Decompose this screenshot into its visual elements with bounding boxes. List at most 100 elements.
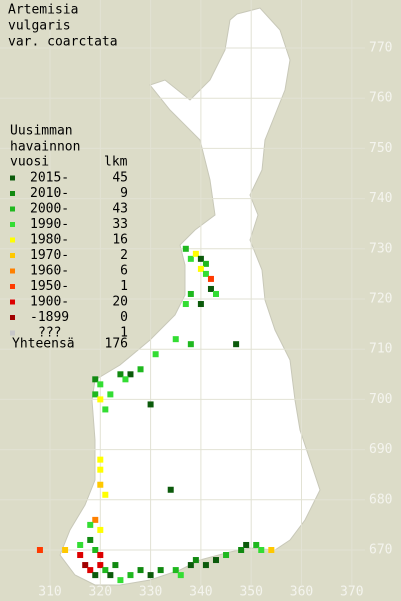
record-square (152, 351, 159, 358)
legend-label: 2015- (30, 171, 69, 186)
title-line: vulgaris (8, 19, 71, 34)
record-square (167, 486, 174, 493)
legend-label: 1970- (30, 248, 69, 263)
x-tick-label: 340 (189, 585, 212, 600)
legend-swatch (10, 237, 15, 243)
record-square (137, 366, 144, 373)
legend-label: 2000- (30, 202, 69, 217)
record-square (187, 255, 194, 262)
y-tick-label: 700 (369, 392, 392, 407)
legend-swatch (10, 268, 15, 274)
record-square (102, 491, 109, 498)
legend-count: 16 (112, 233, 128, 248)
record-square (97, 552, 104, 559)
record-square (112, 562, 119, 569)
record-square (258, 547, 265, 553)
legend-swatch (10, 284, 15, 289)
record-square (77, 541, 84, 548)
record-square (97, 396, 104, 403)
legend-swatch (10, 175, 15, 181)
record-square (212, 290, 219, 297)
record-square (147, 401, 154, 408)
record-square (92, 572, 99, 579)
record-square (117, 577, 124, 584)
record-square (107, 572, 114, 579)
legend-label: 1990- (30, 217, 69, 232)
record-square (87, 536, 94, 543)
legend-label: -1899 (30, 310, 69, 325)
record-square (127, 371, 134, 378)
record-square (102, 406, 109, 413)
record-square (92, 516, 99, 523)
record-square (223, 552, 230, 559)
legend-count: 0 (120, 310, 128, 325)
y-tick-label: 680 (369, 492, 392, 507)
record-square (92, 376, 99, 383)
legend-label: 1900- (30, 295, 69, 310)
y-tick-label: 730 (369, 241, 392, 256)
legend-count: 33 (112, 217, 128, 232)
record-square (97, 526, 104, 533)
record-square (197, 255, 204, 262)
legend-swatch (10, 299, 15, 305)
record-square (92, 547, 99, 553)
record-square (87, 521, 94, 528)
y-tick-label: 670 (369, 543, 392, 558)
x-tick-label: 330 (139, 585, 162, 600)
record-square (147, 572, 154, 579)
x-tick-label: 370 (340, 585, 363, 600)
legend-label: ??? (38, 326, 61, 341)
record-square (243, 541, 250, 548)
record-square (202, 562, 209, 569)
y-tick-label: 690 (369, 442, 392, 457)
record-square (127, 572, 134, 579)
record-square (187, 290, 194, 297)
record-square (97, 562, 104, 569)
record-square (87, 567, 94, 574)
y-tick-label: 770 (369, 41, 392, 56)
total-label: Yhteensä (12, 337, 75, 352)
record-square (253, 541, 260, 548)
legend-count: 1 (120, 279, 128, 294)
record-square (117, 371, 124, 378)
x-tick-label: 310 (38, 585, 61, 600)
legend-swatch (10, 222, 15, 227)
y-tick-label: 750 (369, 141, 392, 156)
record-square (233, 341, 240, 348)
x-tick-label: 320 (89, 585, 112, 600)
record-square (197, 301, 204, 308)
legend-count: 1 (120, 326, 128, 341)
record-square (187, 341, 194, 348)
record-square (212, 557, 219, 564)
record-square (92, 391, 99, 398)
legend-count: 45 (112, 171, 128, 186)
y-tick-label: 740 (369, 191, 392, 206)
y-tick-label: 720 (369, 292, 392, 307)
record-square (187, 562, 194, 569)
legend-label: 1950- (30, 279, 69, 294)
record-square (157, 567, 164, 574)
legend-label: 2010- (30, 186, 69, 201)
legend-header: havainnon (10, 140, 80, 155)
record-square (97, 381, 104, 388)
legend-count: 43 (112, 202, 128, 217)
record-square (182, 245, 189, 252)
record-square (192, 557, 199, 564)
record-square (197, 265, 204, 272)
legend-column: lkm (104, 155, 128, 170)
record-square (207, 275, 214, 282)
record-square (268, 547, 275, 553)
record-square (207, 285, 214, 292)
record-square (202, 260, 209, 267)
record-square (137, 567, 144, 574)
legend-swatch (10, 191, 15, 196)
legend-label: 1980- (30, 233, 69, 248)
record-square (97, 481, 104, 488)
record-square (202, 270, 209, 277)
record-square (177, 572, 184, 579)
x-tick-label: 350 (239, 585, 262, 600)
y-tick-label: 760 (369, 91, 392, 106)
x-tick-label: 360 (290, 585, 313, 600)
title-line: var. coarctata (8, 35, 118, 50)
